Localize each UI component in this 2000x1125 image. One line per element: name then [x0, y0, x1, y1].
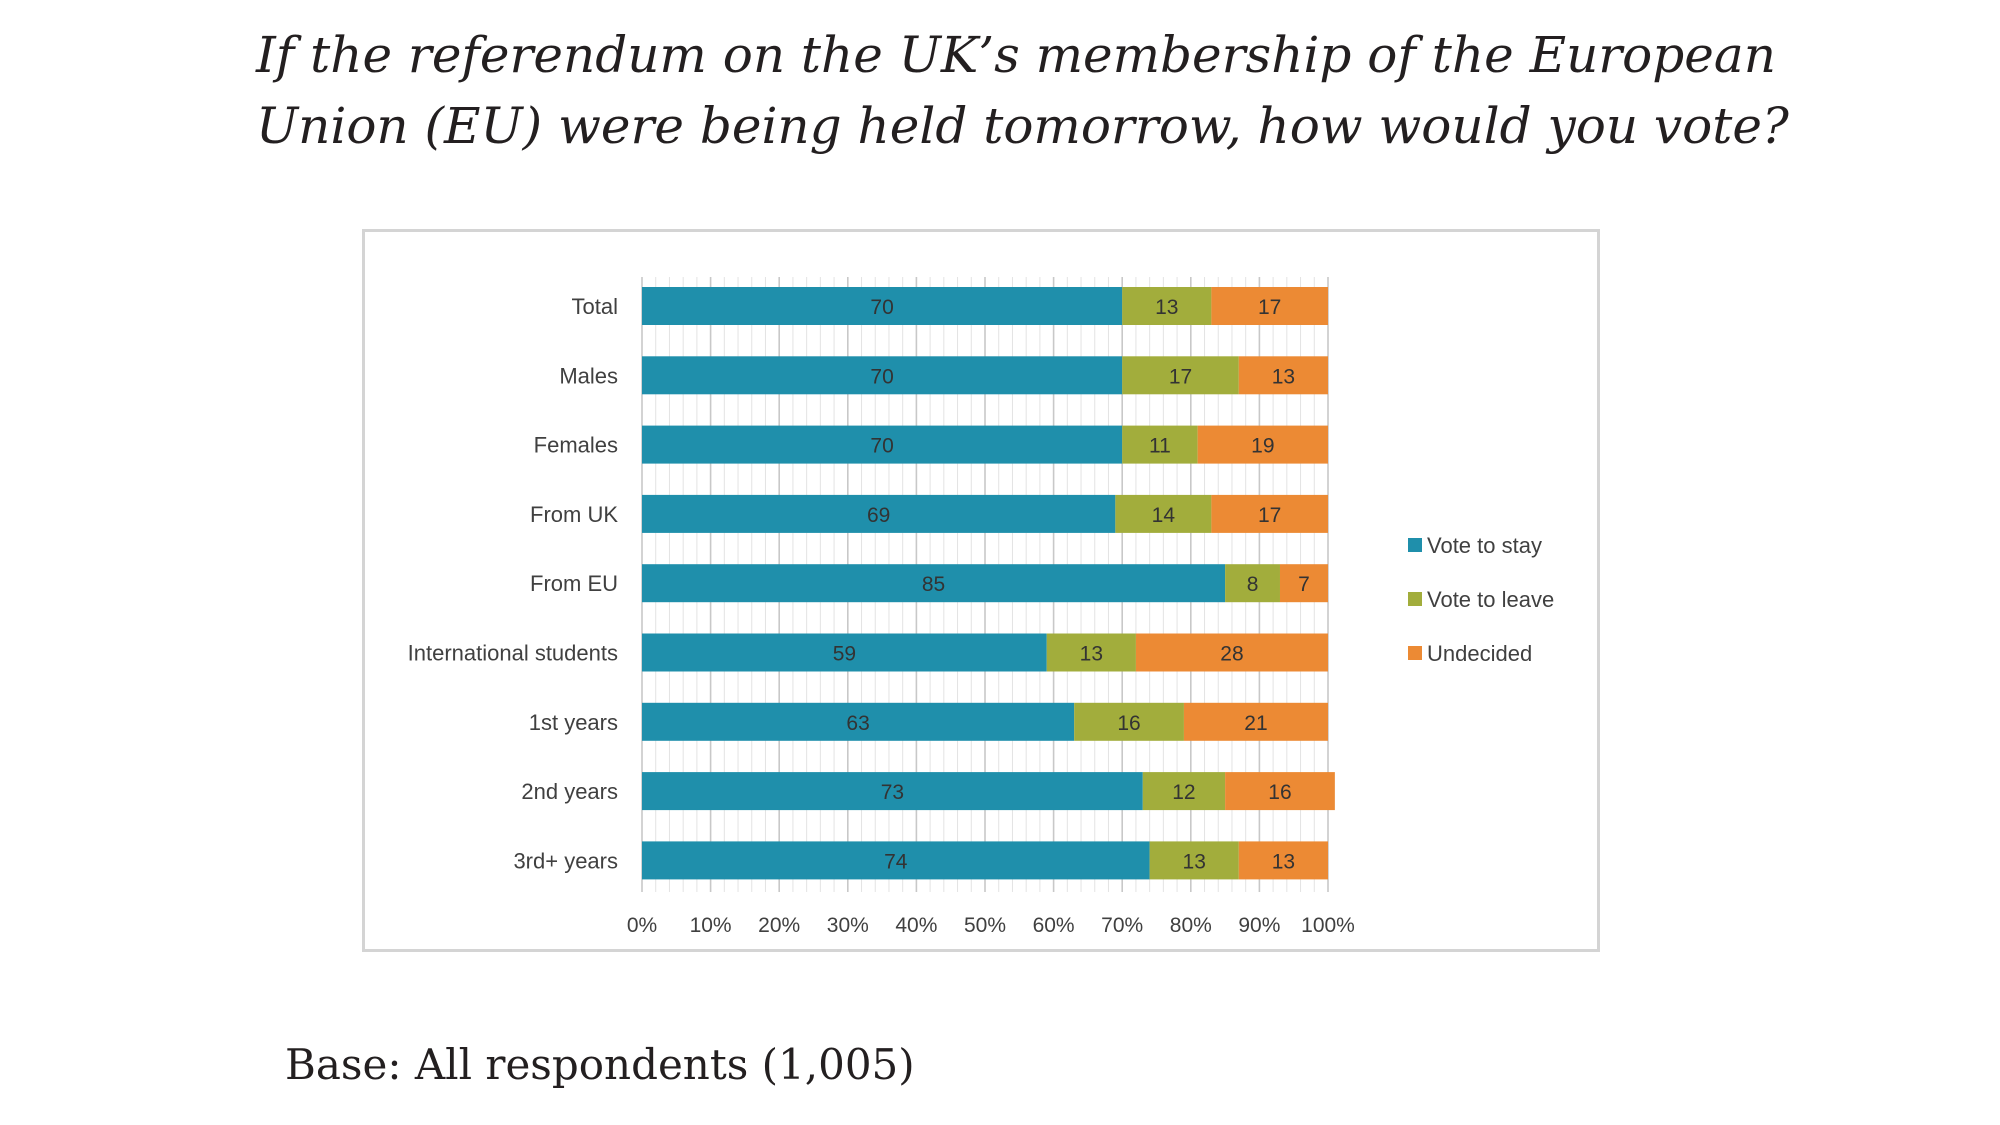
- x-tick-label: 30%: [827, 914, 869, 937]
- data-label: 70: [870, 365, 893, 388]
- bar-segment: [1238, 841, 1328, 880]
- bar-segment: [1225, 564, 1280, 603]
- legend-swatch: [1408, 592, 1422, 606]
- data-label: 17: [1258, 296, 1281, 319]
- category-label: Males: [559, 363, 618, 388]
- category-label: From UK: [530, 502, 618, 527]
- bar-segment: [1122, 287, 1212, 325]
- bar-segment: [1135, 633, 1328, 672]
- category-label: 1st years: [529, 710, 618, 735]
- data-label: 21: [1244, 712, 1267, 735]
- bar-segment: [1279, 564, 1328, 603]
- bar-segment: [642, 702, 1075, 741]
- legend-swatch: [1408, 538, 1422, 552]
- bar-segment: [1046, 633, 1136, 672]
- x-tick-label: 60%: [1033, 914, 1075, 937]
- category-label: From EU: [530, 571, 618, 596]
- category-label: Total: [572, 294, 618, 319]
- category-label: Females: [534, 433, 618, 458]
- chart-frame: 70 13 17 70 17 13 70 11 19 69 14 17 85 8 7 59 13 28 63 16 21…: [362, 229, 1600, 952]
- x-tick-label: 70%: [1101, 914, 1143, 937]
- data-label: 85: [922, 573, 945, 596]
- x-tick-label: 0%: [627, 914, 657, 937]
- data-label: 73: [881, 781, 904, 804]
- data-label: 16: [1117, 712, 1140, 735]
- legend-label: Vote to stay: [1427, 533, 1542, 558]
- bar-segment: [1183, 702, 1328, 741]
- bar-segment: [642, 356, 1123, 395]
- x-tick-label: 100%: [1301, 914, 1355, 937]
- stacked-bar-chart: 70 13 17 70 17 13 70 11 19 69 14 17 85 8 7 59 13 28 63 16 21…: [408, 277, 1554, 937]
- bar-segment: [1142, 772, 1226, 811]
- legend: Vote to stay Vote to leave Undecided: [1408, 533, 1554, 666]
- bar-segment: [642, 772, 1143, 811]
- data-label: 7: [1298, 573, 1310, 596]
- bar-segment: [1074, 702, 1184, 741]
- legend-swatch: [1408, 646, 1422, 660]
- category-labels: Total Males Females From UK From EU Internati…: [408, 294, 619, 873]
- data-label: 19: [1251, 435, 1274, 458]
- data-label: 63: [846, 712, 869, 735]
- bar-segment: [642, 287, 1123, 325]
- bar-segment: [642, 494, 1116, 533]
- bars: 70 13 17 70 17 13 70 11 19 69 14 17 85 8 7 59 13 28 63 16 21…: [642, 287, 1335, 880]
- data-label: 17: [1169, 365, 1192, 388]
- data-label: 13: [1080, 643, 1103, 666]
- bar-segment: [642, 841, 1150, 880]
- bar-segment: [642, 564, 1226, 603]
- data-label: 13: [1155, 296, 1178, 319]
- bar-segment: [1197, 425, 1328, 464]
- data-label: 69: [867, 504, 890, 527]
- data-label: 16: [1268, 781, 1291, 804]
- x-tick-label: 50%: [964, 914, 1006, 937]
- data-label: 14: [1152, 504, 1176, 527]
- data-label: 13: [1272, 850, 1295, 873]
- category-label: International students: [408, 641, 618, 666]
- category-label: 2nd years: [521, 779, 618, 804]
- bar-segment: [1149, 841, 1239, 880]
- base-note: Base: All respondents (1,005): [285, 1040, 915, 1089]
- data-label: 28: [1220, 643, 1243, 666]
- bar-segment: [1115, 494, 1212, 533]
- bar-segment: [1211, 494, 1328, 533]
- data-label: 12: [1172, 781, 1195, 804]
- data-label: 17: [1258, 504, 1281, 527]
- bar-segment: [1122, 425, 1198, 464]
- bar-segment: [1238, 356, 1328, 395]
- data-label: 70: [870, 296, 893, 319]
- data-label: 74: [884, 850, 908, 873]
- data-label: 59: [833, 643, 856, 666]
- bar-segment: [1122, 356, 1239, 395]
- data-label: 11: [1149, 435, 1171, 458]
- question-title: If the referendum on the UK’s membership…: [256, 26, 1789, 155]
- bar-segment: [642, 633, 1047, 672]
- x-axis-ticks: 0% 10% 20% 30% 40% 50% 60% 70% 80% 90% 100%: [627, 914, 1355, 937]
- x-tick-label: 80%: [1170, 914, 1212, 937]
- legend-label: Vote to leave: [1427, 587, 1554, 612]
- x-tick-label: 40%: [895, 914, 937, 937]
- data-label: 70: [870, 435, 893, 458]
- category-label: 3rd+ years: [513, 848, 618, 873]
- bar-segment: [1211, 287, 1328, 325]
- x-tick-label: 10%: [690, 914, 732, 937]
- x-tick-label: 20%: [758, 914, 800, 937]
- data-label: 13: [1183, 850, 1206, 873]
- bar-segment: [642, 425, 1123, 464]
- data-label: 13: [1272, 365, 1295, 388]
- x-tick-label: 90%: [1238, 914, 1280, 937]
- data-label: 8: [1247, 573, 1259, 596]
- legend-label: Undecided: [1427, 641, 1532, 666]
- bar-segment: [1225, 772, 1335, 811]
